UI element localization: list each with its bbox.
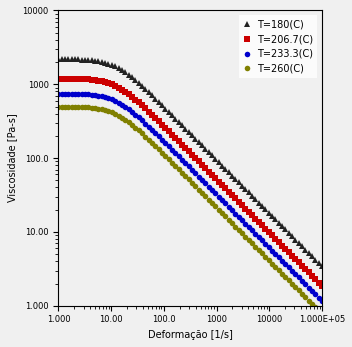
T=260(C)	[290, 282, 294, 286]
T=233.3(C)	[173, 151, 177, 155]
T=206.7(C)	[56, 76, 61, 81]
T=260(C)	[56, 104, 61, 109]
Line: T=260(C): T=260(C)	[56, 104, 325, 317]
T=206.7(C)	[173, 136, 177, 140]
T=180(C)	[216, 160, 221, 164]
T=180(C)	[290, 234, 294, 238]
T=260(C)	[226, 218, 231, 222]
T=206.7(C)	[290, 254, 294, 258]
T=180(C)	[56, 57, 61, 61]
T=260(C)	[216, 208, 221, 212]
T=180(C)	[173, 117, 177, 121]
T=180(C)	[213, 157, 217, 161]
T=206.7(C)	[320, 284, 324, 288]
Y-axis label: Viscosidade [Pa-s]: Viscosidade [Pa-s]	[7, 114, 17, 203]
Line: T=180(C): T=180(C)	[56, 56, 325, 269]
T=180(C)	[320, 264, 324, 269]
T=206.7(C)	[216, 179, 221, 184]
T=206.7(C)	[226, 189, 231, 194]
T=260(C)	[320, 312, 324, 316]
T=180(C)	[237, 180, 241, 185]
T=260(C)	[173, 164, 177, 168]
T=233.3(C)	[56, 92, 61, 96]
T=233.3(C)	[237, 215, 241, 219]
X-axis label: Deformação [1/s]: Deformação [1/s]	[148, 330, 233, 340]
T=180(C)	[226, 170, 231, 174]
Line: T=233.3(C): T=233.3(C)	[56, 91, 325, 304]
T=233.3(C)	[213, 191, 217, 195]
T=233.3(C)	[290, 269, 294, 273]
T=233.3(C)	[320, 299, 324, 303]
T=260(C)	[213, 204, 217, 209]
T=260(C)	[237, 228, 241, 232]
Legend: T=180(C), T=206.7(C), T=233.3(C), T=260(C): T=180(C), T=206.7(C), T=233.3(C), T=260(…	[239, 15, 317, 78]
Line: T=206.7(C): T=206.7(C)	[56, 76, 325, 289]
T=233.3(C)	[226, 205, 231, 209]
T=206.7(C)	[213, 176, 217, 180]
T=233.3(C)	[216, 195, 221, 199]
T=206.7(C)	[237, 200, 241, 204]
